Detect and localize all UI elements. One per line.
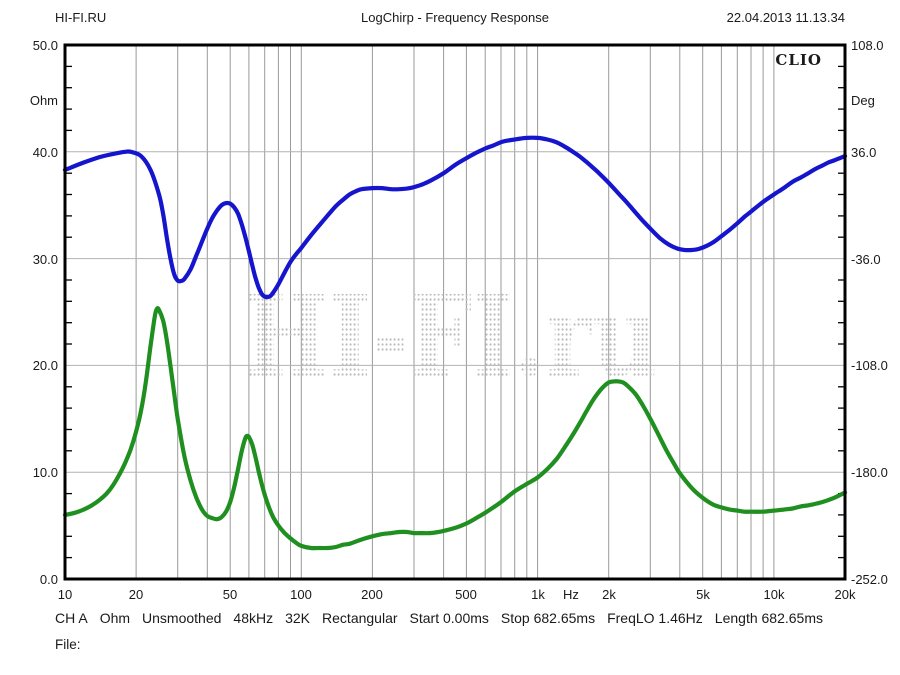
phase-curve [62,135,848,300]
plot-frame [63,43,847,581]
right-axis-tick-label: -36.0 [851,252,881,267]
status-item: Stop 682.65ms [500,610,596,626]
status-item: 48kHz [233,610,274,626]
right-axis-tick-label: -252.0 [851,572,888,587]
right-axis-unit-label: Deg [851,93,875,108]
watermark-text: HI-FI.ru [244,272,658,403]
x-axis-tick-label: 500 [455,587,477,602]
status-item: FreqLO 1.46Hz [607,610,703,626]
x-axis-unit-label: Hz [563,587,579,602]
x-axis-tick-label: 20 [128,587,144,602]
left-axis-tick-label: 50.0 [32,38,58,53]
x-axis-tick-label: 1k [531,587,545,602]
left-axis-tick-label: 10.0 [32,465,58,480]
x-axis-tick-label: 2k [602,587,616,602]
status-item: Start 0.00ms [409,610,489,626]
status-item: 32K [285,610,311,626]
x-axis-tick-label: 20k [834,587,856,602]
status-item: Unsmoothed [142,610,222,626]
x-axis-tick-label: 200 [361,587,383,602]
status-item: Rectangular [322,610,398,626]
status-item: Length 682.65ms [714,610,823,626]
left-axis-tick-label: 30.0 [32,252,58,267]
status-item: Ohm [99,610,131,626]
file-label: File: [55,637,81,652]
x-axis-tick-label: 50 [222,587,238,602]
left-axis-tick-label: 20.0 [32,358,58,373]
x-axis-tick-label: 5k [696,587,710,602]
status-item: CH A [55,610,88,626]
chart-title: LogChirp - Frequency Response [361,10,549,25]
right-axis-tick-label: -180.0 [851,465,888,480]
header-site-label: HI-FI.RU [55,10,107,25]
right-axis-tick-label: 108.0 [851,38,884,53]
clio-brand-label: CLIO [775,51,822,69]
right-axis-tick-label: -108.0 [851,358,888,373]
measurement-status-line: CH A Ohm Unsmoothed 48kHz 32K Rectangular Star… [55,610,823,626]
x-axis-tick-label: 10k [763,587,785,602]
impedance-curve [62,306,848,551]
left-axis-unit-label: Ohm [29,93,58,108]
left-axis-tick-label: 40.0 [32,145,58,160]
right-axis-tick-label: 36.0 [851,145,877,160]
x-axis-tick-label: 10 [57,587,73,602]
left-axis-tick-label: 0.0 [39,572,58,587]
header-datetime: 22.04.2013 11.13.34 [726,10,845,25]
x-axis-tick-label: 100 [290,587,312,602]
